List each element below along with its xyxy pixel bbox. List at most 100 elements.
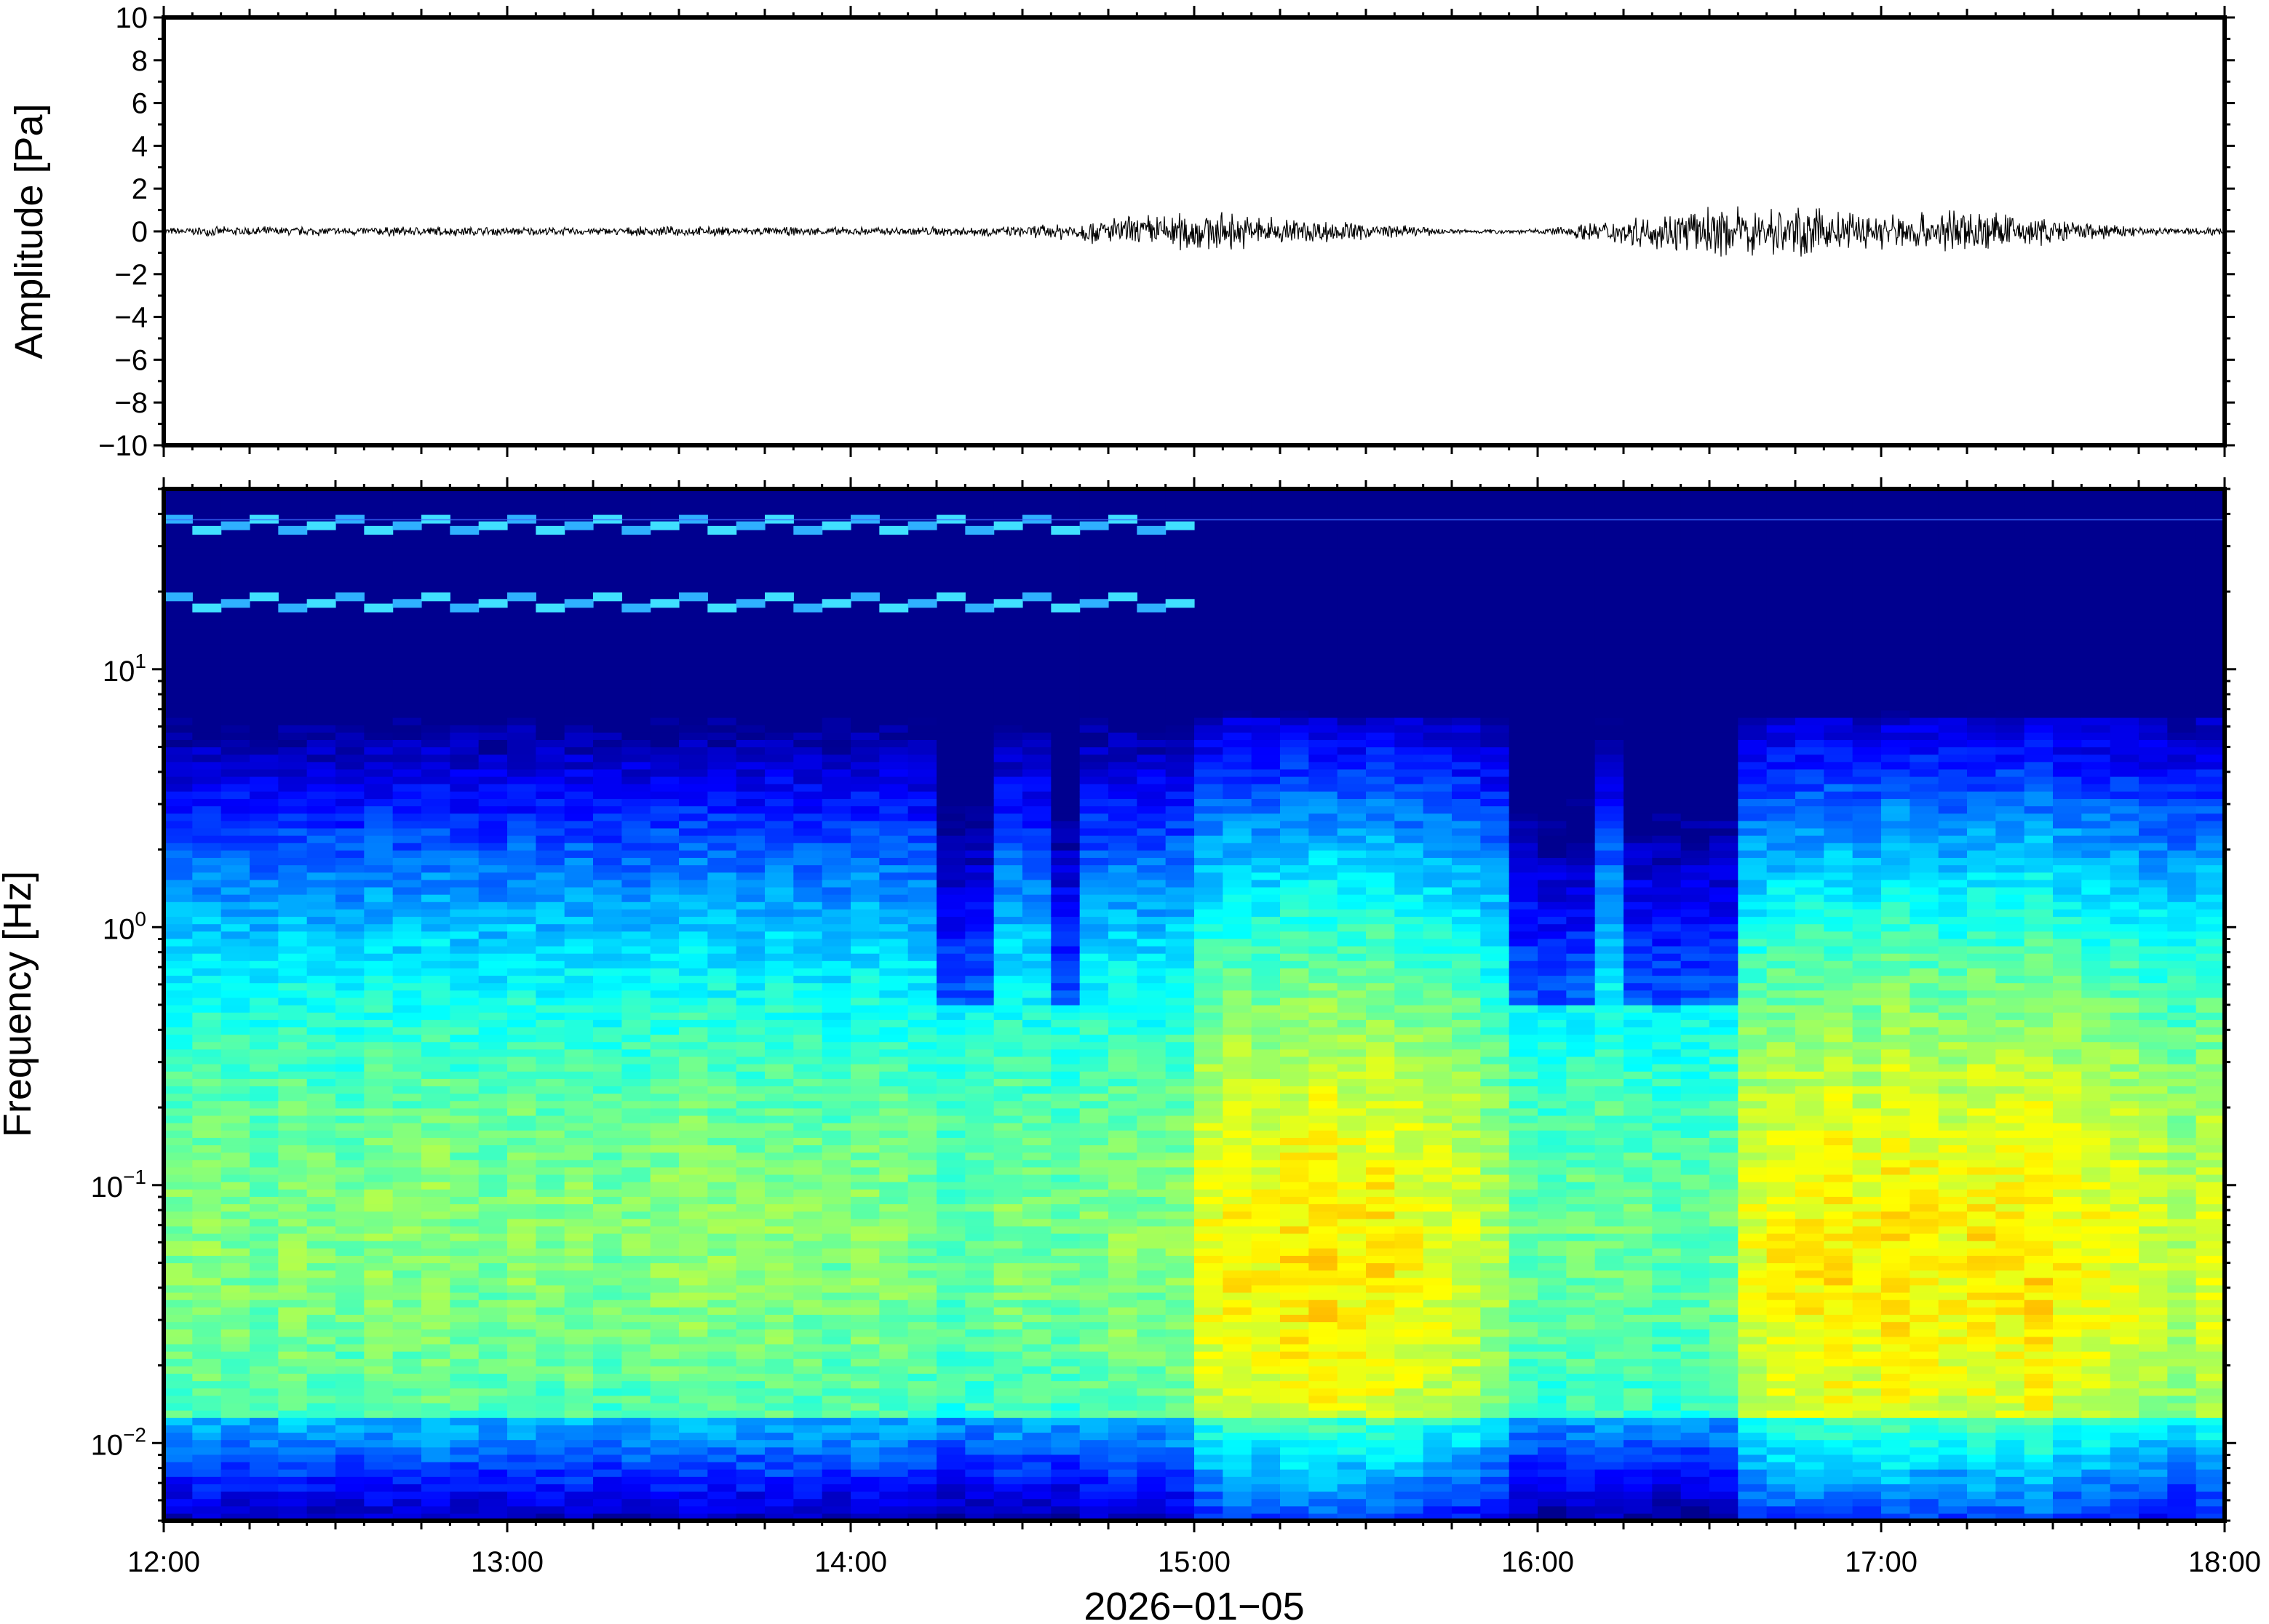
spectrogram-cell <box>335 886 365 895</box>
spectrogram-cell <box>593 960 622 968</box>
spectrogram-cell <box>1108 1093 1137 1102</box>
spectrogram-cell <box>364 1005 394 1013</box>
spectrogram-cell <box>937 525 966 534</box>
spectrogram-cell <box>965 695 995 704</box>
spectrogram-cell <box>507 680 536 689</box>
spectrogram-cell <box>507 1336 536 1345</box>
spectrogram-cell <box>793 1034 823 1043</box>
spectrogram-cell <box>679 1255 708 1264</box>
spectrogram-cell <box>1022 555 1052 563</box>
spectrogram-cell <box>450 1432 480 1441</box>
spectrogram-cell <box>192 680 222 689</box>
spectrogram-cell <box>993 879 1023 888</box>
spectrogram-cell <box>707 938 737 947</box>
spectrogram-cell <box>192 1380 222 1389</box>
spectrogram-cell <box>965 1189 995 1197</box>
spectrogram-cell <box>364 1484 394 1492</box>
spectrogram-cell <box>1079 945 1109 954</box>
spectrogram-cell <box>278 1329 308 1337</box>
spectrogram-cell <box>1022 938 1052 947</box>
spectrogram-cell <box>421 695 450 704</box>
spectrogram-cell <box>993 548 1023 556</box>
spectrogram-cell <box>1051 1182 1081 1190</box>
spectrogram-cell <box>1079 548 1109 556</box>
spectrogram-cell <box>392 1446 422 1455</box>
spectrogram-cell <box>278 673 308 681</box>
spectrogram-cell <box>421 584 450 593</box>
spectrogram-cell <box>1079 850 1109 859</box>
spectrogram-cell <box>250 747 279 755</box>
spectrogram-cell <box>1022 850 1052 859</box>
spectrogram-cell <box>679 945 708 954</box>
spectrogram-cell <box>1079 1292 1109 1300</box>
spectrogram-cell <box>1079 1446 1109 1455</box>
spectrogram-cell <box>478 1034 508 1043</box>
spectrogram-cell <box>907 1395 937 1404</box>
spectrogram-cell <box>736 864 766 873</box>
spectrogram-cell <box>793 813 823 821</box>
spectrogram-cell <box>822 658 851 666</box>
spectrogram-cell <box>278 820 308 829</box>
spectrogram-cell <box>192 1314 222 1323</box>
spectrogram-cell <box>879 533 909 541</box>
spectrogram-cell <box>736 1159 766 1168</box>
spectrogram-cell <box>650 1270 680 1278</box>
spectrogram-cell <box>621 540 651 549</box>
spectrogram-cell <box>1051 1358 1081 1366</box>
spectrogram-cell <box>965 857 995 866</box>
spectrogram-cell <box>478 1086 508 1094</box>
spectrogram-cell <box>392 754 422 763</box>
spectrogram-cell <box>707 1071 737 1079</box>
spectrogram-cell <box>879 680 909 689</box>
spectrogram-cell <box>993 1336 1023 1345</box>
spectrogram-cell <box>335 1093 365 1102</box>
spectrogram-cell <box>1022 1454 1052 1462</box>
spectrogram-cell <box>564 1321 594 1330</box>
spectrogram-cell <box>1022 843 1052 851</box>
spectrogram-cell <box>1051 1005 1081 1013</box>
spectrogram-cell <box>164 599 193 608</box>
spectrogram-cell <box>822 1174 851 1182</box>
spectrogram-cell <box>507 1196 536 1205</box>
spectrogram-cell <box>478 909 508 918</box>
spectrogram-cell <box>679 768 708 777</box>
spectrogram-cell <box>679 901 708 909</box>
spectrogram-cell <box>564 1107 594 1116</box>
spectrogram-cell <box>250 923 279 932</box>
spectrogram-cell <box>793 688 823 696</box>
spectrogram-cell <box>192 923 222 932</box>
spectrogram-cell <box>220 650 250 659</box>
spectrogram-cell <box>879 1034 909 1043</box>
spectrogram-cell <box>907 1145 937 1153</box>
spectrogram-cell <box>507 548 536 556</box>
spectrogram-cell <box>306 1277 336 1286</box>
spectrogram-cell <box>879 1321 909 1330</box>
spectrogram-cell <box>593 1388 622 1396</box>
spectrogram-cell <box>621 805 651 814</box>
spectrogram-cell <box>421 688 450 696</box>
spectrogram-cell <box>564 1233 594 1241</box>
spectrogram-cell <box>650 1439 680 1448</box>
spectrogram-cell <box>421 1388 450 1396</box>
spectrogram-cell <box>907 1454 937 1462</box>
spectrogram-cell <box>793 1262 823 1271</box>
spectrogram-cell <box>707 784 737 792</box>
spectrogram-cell <box>851 982 880 991</box>
spectrogram-cell <box>564 776 594 784</box>
spectrogram-cell <box>450 1166 480 1175</box>
spectrogram-cell <box>879 1505 909 1514</box>
spectrogram-cell <box>707 636 737 645</box>
spectrogram-cell <box>879 1461 909 1470</box>
spectrogram-cell <box>164 1159 193 1168</box>
spectrogram-cell <box>450 1152 480 1161</box>
spectrogram-cell <box>1051 1056 1081 1064</box>
spectrogram-cell <box>564 945 594 954</box>
spectrogram-cell <box>679 850 708 859</box>
spectrogram-cell <box>536 650 565 659</box>
spectrogram-cell <box>707 776 737 784</box>
spectrogram-cell <box>621 1041 651 1050</box>
spectrogram-cell <box>993 953 1023 961</box>
spectrogram-cell <box>220 673 250 681</box>
spectrogram-cell <box>907 1299 937 1307</box>
spectrogram-cell <box>851 1299 880 1307</box>
